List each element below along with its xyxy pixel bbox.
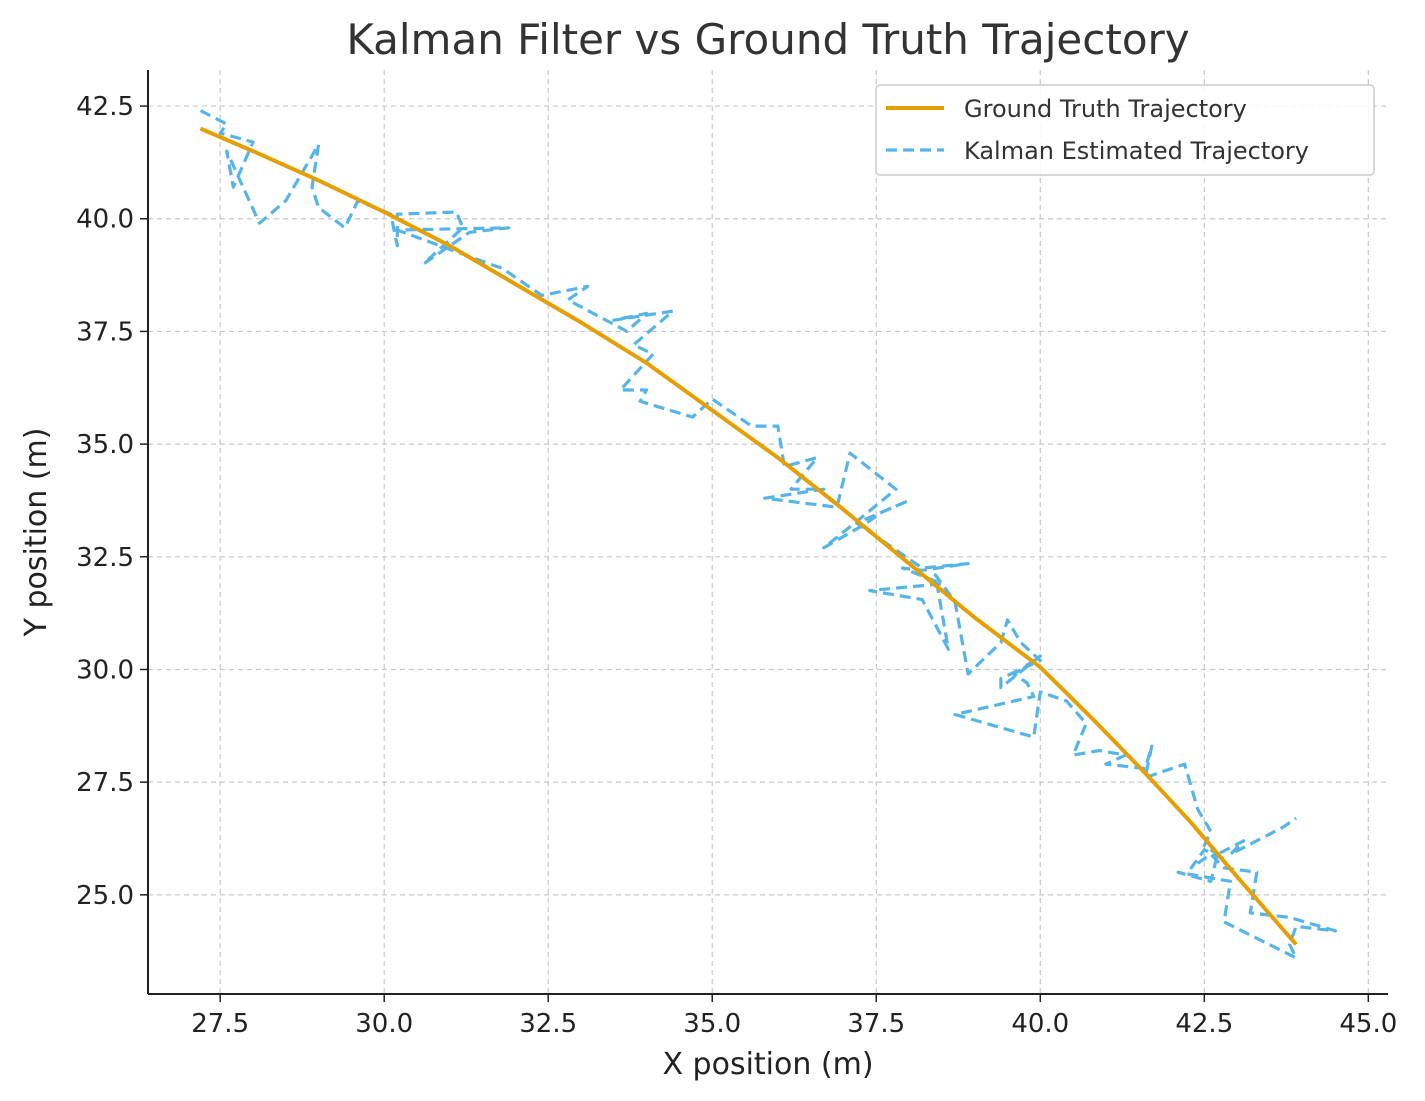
legend: Ground Truth Trajectory Kalman Estimated… [875, 84, 1375, 176]
x-tick-label: 40.0 [1011, 1009, 1069, 1039]
chart-title: Kalman Filter vs Ground Truth Trajectory [346, 15, 1189, 64]
x-tick-label: 37.5 [847, 1009, 905, 1039]
y-tick-label: 42.5 [76, 92, 134, 122]
y-tick-label: 32.5 [76, 543, 134, 573]
x-axis-label: X position (m) [662, 1047, 873, 1082]
y-gridlines [148, 105, 1388, 896]
x-tick-label: 30.0 [355, 1009, 413, 1039]
y-axis-label: Y position (m) [19, 428, 54, 638]
plot-series [199, 109, 1338, 960]
kalman-estimated-line [199, 109, 1338, 960]
legend-label-kalman: Kalman Estimated Trajectory [964, 137, 1309, 165]
y-axis-ticks: 25.0 27.5 30.0 32.5 35.0 37.5 40.0 42.5 [76, 92, 148, 911]
y-tick-label: 37.5 [76, 317, 134, 347]
x-gridlines [219, 70, 1369, 994]
x-tick-label: 35.0 [683, 1009, 741, 1039]
ground-truth-line [199, 126, 1298, 946]
x-tick-label: 27.5 [191, 1009, 249, 1039]
x-tick-label: 32.5 [519, 1009, 577, 1039]
y-tick-label: 35.0 [76, 430, 134, 460]
y-tick-label: 30.0 [76, 655, 134, 685]
y-tick-label: 27.5 [76, 768, 134, 798]
x-tick-label: 45.0 [1339, 1009, 1397, 1039]
legend-box [875, 84, 1375, 176]
x-tick-label: 42.5 [1175, 1009, 1233, 1039]
x-axis-ticks: 27.5 30.0 32.5 35.0 37.5 40.0 42.5 45.0 [191, 994, 1397, 1039]
y-tick-label: 40.0 [76, 205, 134, 235]
legend-label-ground-truth: Ground Truth Trajectory [964, 95, 1247, 123]
y-tick-label: 25.0 [76, 881, 134, 911]
